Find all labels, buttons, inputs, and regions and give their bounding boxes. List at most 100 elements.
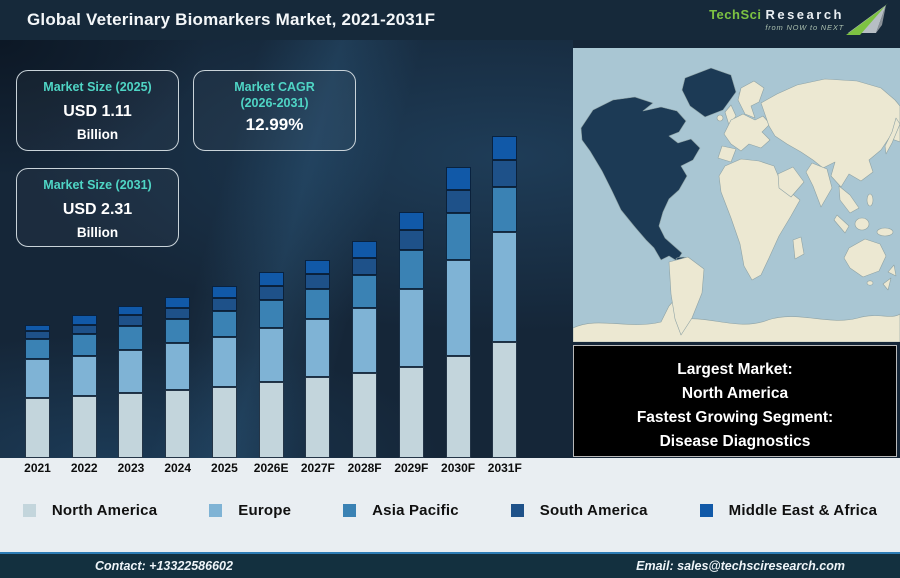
- world-map: [572, 48, 900, 343]
- stat-market-size-2031: Market Size (2031) USD 2.31 Billion: [16, 168, 179, 247]
- stat-value: USD 1.11: [63, 102, 132, 120]
- bar-chart: [0, 40, 573, 458]
- bar-segment: [445, 355, 471, 458]
- x-axis-labels: 2021 2022 2023 2024 2025 2026E 2027F 2028F 2029F…: [0, 461, 573, 479]
- bar-segment: [398, 366, 424, 458]
- callout-line-1: Largest Market:: [677, 361, 793, 378]
- bar-segment: [352, 275, 378, 308]
- bar-segment: [118, 349, 144, 393]
- bar-segment: [211, 337, 237, 387]
- bar-segment: [352, 372, 378, 458]
- techsci-logo: TechSci Research from NOW to NEXT: [709, 3, 900, 37]
- legend-swatch-icon: [343, 504, 357, 517]
- callout-line-4: Disease Diagnostics: [659, 433, 811, 450]
- x-axis-label: 2022: [70, 461, 98, 475]
- map-africa: [718, 158, 801, 281]
- legend-label: Europe: [238, 502, 292, 519]
- stat-market-size-2025: Market Size (2025) USD 1.11 Billion: [16, 70, 179, 151]
- map-philippines: [866, 193, 874, 207]
- map-australia: [843, 238, 887, 278]
- x-axis-label: 2028F: [347, 461, 382, 475]
- bar-segment: [398, 211, 424, 231]
- x-axis-label: 2030F: [441, 461, 476, 475]
- stat-label: Market CAGR (2026-2031): [194, 80, 355, 111]
- map-sumatra: [833, 214, 850, 234]
- bar-segment: [25, 397, 50, 458]
- bar-segment: [445, 213, 471, 260]
- bar-segment: [398, 230, 424, 251]
- bar-segment: [118, 306, 144, 316]
- bar-segment: [165, 343, 191, 390]
- bar-segment: [492, 186, 518, 232]
- bar-segment: [25, 330, 50, 339]
- bar-segment: [258, 285, 284, 300]
- x-axis-label: 2024: [164, 461, 192, 475]
- legend-label: South America: [539, 502, 648, 519]
- map-asia: [760, 78, 900, 188]
- legend-item: South America: [510, 502, 648, 519]
- page-title: Global Veterinary Biomarkers Market, 202…: [27, 10, 436, 29]
- legend-swatch-icon: [699, 504, 713, 517]
- map-uk: [724, 104, 737, 126]
- callout-line-3: Fastest Growing Segment:: [636, 409, 834, 426]
- map-new-guinea: [876, 227, 894, 237]
- legend-label: North America: [51, 502, 158, 519]
- bar-segment: [305, 377, 331, 458]
- x-axis-label: 2031F: [487, 461, 522, 475]
- stacked-bar-2022: [71, 315, 97, 458]
- x-axis-label: 2025: [211, 461, 238, 475]
- stat-label-line1: Market CAGR: [234, 80, 315, 94]
- stat-unit: Billion: [76, 224, 119, 240]
- footer-bar: Contact: +13322586602 Email: sales@techs…: [0, 552, 900, 578]
- map-greenland: [681, 67, 737, 118]
- bar-segment: [165, 318, 191, 344]
- map-north-america: [580, 96, 701, 262]
- footer-email: Email: sales@techsciresearch.com: [636, 559, 845, 573]
- legend-item: Asia Pacific: [343, 502, 459, 519]
- legend-swatch-icon: [22, 504, 36, 517]
- map-south-america: [668, 256, 705, 336]
- bar-segment: [25, 338, 50, 359]
- bar-segment: [352, 258, 378, 276]
- stacked-bar-2021: [25, 324, 50, 458]
- bar-segment: [492, 135, 518, 161]
- legend-item: Middle East & Africa: [699, 502, 878, 519]
- legend-swatch-icon: [510, 504, 524, 517]
- chart-panel: Market Size (2025) USD 1.11 Billion Mark…: [0, 40, 573, 458]
- bar-segment: [71, 396, 97, 458]
- stacked-bar-2023: [118, 306, 144, 458]
- bar-segment: [25, 358, 50, 398]
- map-scandinavia: [737, 80, 765, 119]
- bar-segment: [258, 327, 284, 382]
- x-axis-label: 2023: [117, 461, 145, 475]
- bar-segment: [352, 240, 378, 259]
- bar-segment: [258, 299, 284, 328]
- stacked-bar-2031F: [492, 135, 518, 458]
- map-madagascar: [792, 236, 805, 260]
- legend-label: Middle East & Africa: [728, 502, 878, 519]
- stacked-bar-2028F: [352, 240, 378, 458]
- logo-brand-primary: TechSci: [709, 7, 762, 23]
- bar-segment: [305, 259, 331, 274]
- bar-segment: [445, 259, 471, 356]
- bar-segment: [211, 298, 237, 311]
- map-new-zealand: [882, 264, 897, 291]
- bar-segment: [398, 250, 424, 290]
- stat-value: USD 2.31: [62, 200, 133, 218]
- world-map-image: [572, 48, 900, 343]
- bar-segment: [445, 166, 471, 190]
- bar-segment: [211, 285, 237, 299]
- bar-segment: [211, 386, 237, 458]
- bar-segment: [492, 341, 518, 458]
- footer-contact: Contact: +13322586602: [95, 559, 233, 573]
- stacked-bar-2025: [211, 285, 237, 458]
- bar-segment: [492, 231, 518, 342]
- legend-swatch-icon: [209, 504, 223, 517]
- logo-brand-secondary: Research: [765, 7, 844, 23]
- bar-segment: [352, 307, 378, 373]
- bar-segment: [211, 310, 237, 338]
- bar-segment: [165, 296, 191, 308]
- stat-label-line2: (2026-2031): [240, 95, 309, 110]
- stat-value: 12.99%: [245, 115, 304, 135]
- bar-segment: [118, 326, 144, 350]
